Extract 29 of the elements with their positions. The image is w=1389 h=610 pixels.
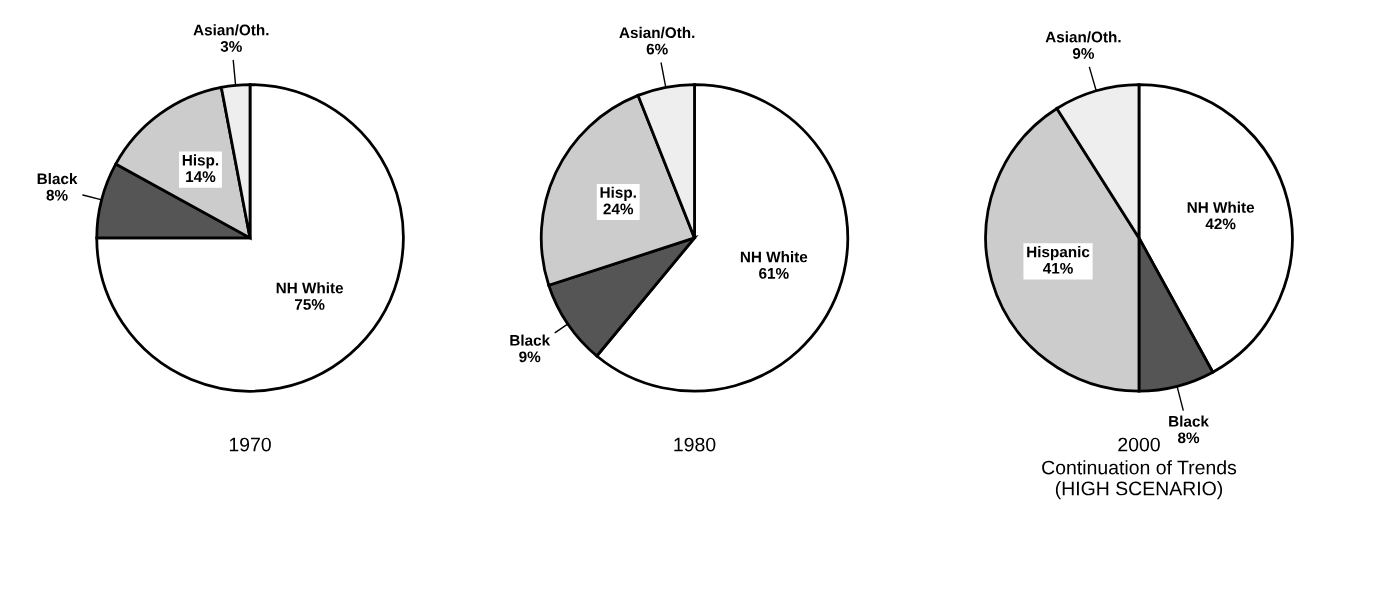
pie-slice [95,83,405,393]
slice-label: Hisp. [182,154,219,169]
slice-label: Black [1169,415,1209,427]
data-label: 41% [1042,262,1073,274]
data-label: 3% [220,41,242,52]
data-label: 8% [1177,432,1200,444]
data-label: 75% [295,299,325,310]
slice-label: NH White [276,282,344,294]
slice-label: Asian/Oth. [193,24,269,36]
text: 1980 [674,437,716,452]
slice-label: NH White [740,251,808,263]
data-label: 61% [759,267,789,279]
data-label: 24% [603,203,634,215]
slice-label: Black [37,173,78,185]
slice-label: NH White [1187,201,1255,213]
data-label: 9% [1072,48,1095,59]
text: 2000 [1118,437,1160,452]
text: Continuation of Trends (HIGH SCENARIO) [1042,460,1237,500]
slice-label: Hispanic [1027,246,1090,261]
data-label: 14% [186,171,216,182]
slice-label: Hisp. [600,186,636,201]
data-label: 8% [46,189,68,201]
data-label: 42% [1205,218,1236,230]
data-label: 9% [519,351,541,363]
slice-label: Asian/Oth. [619,26,695,39]
text: 1970 [229,437,271,452]
slice-label: Asian/Oth. [1045,31,1121,43]
slice-label: Black [510,334,551,346]
data-label: 6% [646,43,668,55]
